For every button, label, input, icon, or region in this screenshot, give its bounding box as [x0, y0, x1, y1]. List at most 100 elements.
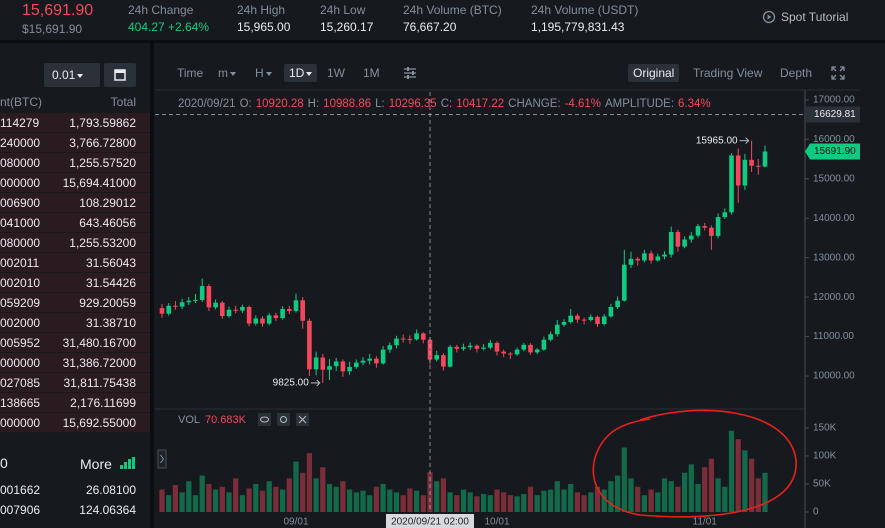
column-header: nt(BTC)	[0, 95, 42, 109]
candle-body	[709, 227, 714, 236]
candle-body	[360, 360, 366, 363]
volume-bar	[527, 486, 534, 512]
expand-arrow	[160, 454, 165, 464]
eye-icon[interactable]	[258, 413, 271, 426]
volume-bar	[353, 492, 359, 512]
view-button[interactable]: Depth	[780, 66, 813, 80]
candle-body	[561, 321, 567, 325]
candle-body	[628, 258, 634, 265]
view-button[interactable]: Trading View	[693, 66, 763, 80]
interval-button[interactable]: m	[213, 64, 241, 82]
candle-body	[501, 351, 506, 354]
interval-button[interactable]: 1M	[363, 66, 380, 80]
ask-depth	[0, 193, 150, 212]
interval-button[interactable]: Time	[177, 66, 204, 80]
gear-shape	[280, 416, 287, 423]
precision-value: 0.01	[52, 68, 83, 82]
candle-body	[695, 226, 701, 236]
y-tick-label: 10000.00	[813, 371, 855, 382]
candle-body	[327, 366, 332, 370]
candle-body	[421, 333, 426, 340]
spot-tutorial[interactable]: Spot Tutorial	[781, 10, 849, 24]
layout-button[interactable]	[104, 63, 136, 87]
volume-bar	[749, 458, 755, 512]
x-tick-label: 11/01	[693, 517, 718, 528]
candle-body	[662, 254, 667, 257]
volume-bar	[755, 478, 761, 512]
volume-bar	[481, 494, 487, 512]
current-price: 0	[0, 455, 8, 471]
volume-bar	[541, 490, 547, 512]
volume-bar	[300, 472, 306, 512]
volume-bar	[333, 486, 339, 512]
candle-body	[461, 347, 466, 349]
volume-bar	[474, 496, 480, 512]
info-value: 6.34%	[678, 98, 711, 110]
candle-body	[601, 316, 607, 324]
stat-label: 24h Low	[320, 3, 366, 17]
order-book: 0.01 nt(BTC) Total 114279 1,793.59862 240000…	[0, 43, 154, 528]
volume-value: 70.683K	[205, 414, 247, 426]
volume-bar	[621, 447, 627, 512]
candle-body	[407, 338, 413, 340]
candle-body	[233, 309, 238, 311]
volume-bar	[159, 489, 165, 512]
info-value: 10296.35	[388, 98, 437, 110]
volume-bar	[742, 450, 748, 512]
volume-bar	[407, 488, 413, 512]
view-button[interactable]: Original	[628, 64, 680, 82]
interval-button[interactable]: 1W	[327, 66, 345, 80]
expand-button[interactable]	[157, 449, 167, 469]
ask-total: 31,480.16700	[62, 336, 136, 350]
bar-icon	[124, 462, 127, 469]
more-link[interactable]: More	[80, 456, 112, 472]
volume-bar	[514, 496, 520, 512]
info-label: CHANGE:	[508, 98, 561, 110]
ask-amount: 000000	[0, 176, 41, 190]
volume-bar	[487, 495, 493, 512]
volume-bar	[360, 490, 366, 512]
ask-amount: 059209	[0, 296, 41, 310]
interval-button[interactable]: H	[250, 64, 277, 82]
candle-body	[173, 305, 178, 307]
candle-body	[762, 151, 768, 167]
stat-value: 15,260.17	[320, 20, 374, 34]
volume-bar	[655, 492, 661, 512]
volume-bar	[661, 478, 668, 512]
precision-select[interactable]: 0.01	[44, 63, 100, 87]
volume-bar	[460, 489, 467, 512]
column-header: Total	[110, 95, 136, 109]
candle-body	[441, 355, 446, 367]
volume-bar	[280, 489, 286, 512]
candle-body	[186, 300, 192, 303]
close-shape	[298, 415, 307, 424]
volume-bar	[166, 495, 172, 512]
volume-bar	[206, 483, 212, 512]
candle-body	[581, 319, 587, 321]
stat-label: 24h High	[237, 3, 286, 17]
volume-bar	[400, 495, 406, 512]
volume-bar	[440, 478, 446, 512]
volume-bar	[320, 467, 326, 512]
candle-body	[722, 212, 728, 218]
candle-body	[541, 339, 547, 350]
y-tick-label: 14000.00	[813, 213, 855, 224]
volume-bar	[273, 486, 279, 512]
interval-button[interactable]: 1D	[284, 64, 318, 82]
candle-body	[340, 361, 346, 372]
volume-bar	[226, 492, 232, 512]
volume-bar	[233, 478, 239, 512]
candle-body	[729, 155, 734, 213]
volume-bar	[313, 478, 319, 512]
settings-icon[interactable]	[402, 65, 418, 81]
candle-body	[354, 362, 359, 367]
fullscreen-icon[interactable]	[830, 65, 846, 81]
settings-small-icon[interactable]	[277, 413, 290, 426]
volume-bar	[172, 485, 178, 512]
bar-icon	[128, 459, 131, 469]
volume-bar	[367, 495, 373, 512]
candle-body	[481, 347, 486, 349]
ask-total: 2,176.11699	[70, 396, 136, 410]
